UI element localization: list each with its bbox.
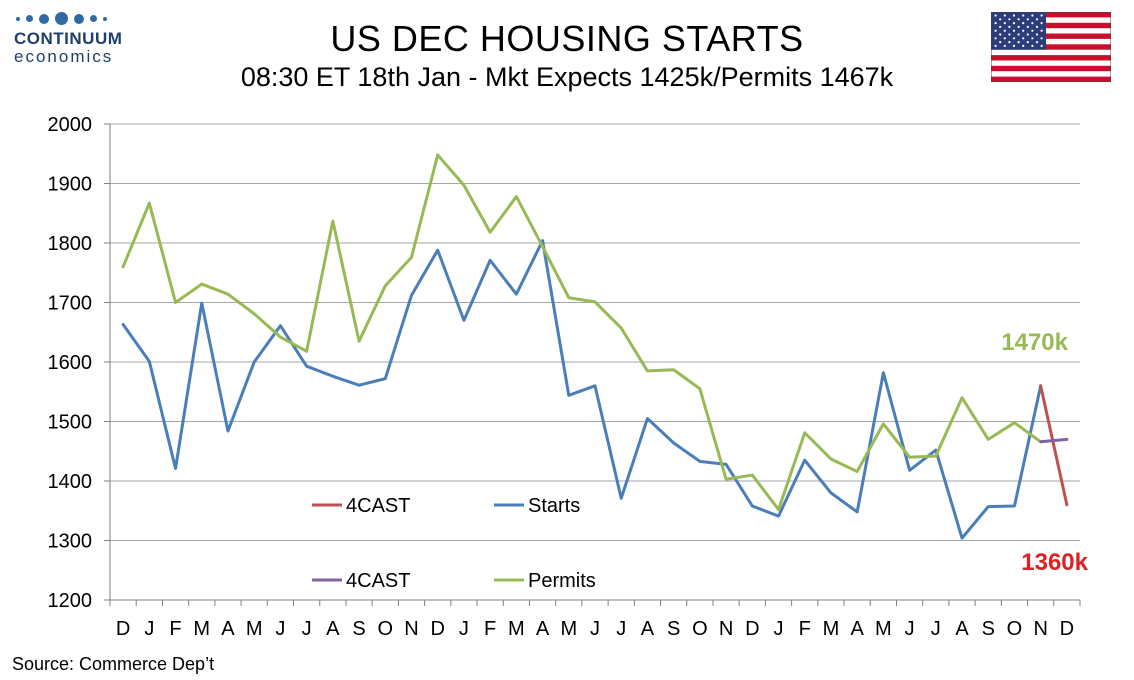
x-tick-label: M	[823, 618, 840, 640]
x-tick-label: J	[616, 618, 626, 640]
annotations: 1470k 1360k	[1001, 329, 1088, 576]
logo-dots	[16, 12, 134, 25]
y-tick-label: 1400	[48, 471, 93, 493]
chart-title: US DEC HOUSING STARTS	[330, 18, 804, 59]
x-tick-label: O	[377, 618, 393, 640]
x-tick-label: J	[275, 618, 285, 640]
x-tick-label: A	[221, 618, 235, 640]
x-tick-label: N	[404, 618, 418, 640]
continuum-logo: CONTINUUM economics	[14, 12, 134, 67]
annotation-label: 1360k	[1021, 549, 1088, 576]
us-flag-icon	[991, 12, 1111, 82]
x-tick-label: S	[352, 618, 365, 640]
x-tick-label: N	[1033, 618, 1047, 640]
y-tick-label: 1900	[48, 174, 93, 196]
series-line-starts	[121, 239, 1043, 540]
legend-label: 4CAST	[346, 570, 410, 592]
x-tick-label: J	[931, 618, 941, 640]
series-line-4cast	[1039, 384, 1069, 507]
x-tick-label: F	[484, 618, 496, 640]
legend: 4CAST Starts 4CAST Permits	[312, 495, 596, 592]
x-tick-label: O	[1007, 618, 1023, 640]
x-tick-label: D	[116, 618, 130, 640]
y-tick-label: 1800	[48, 233, 93, 255]
y-tick-label: 2000	[48, 114, 93, 136]
x-tick-label: M	[560, 618, 577, 640]
x-tick-label: M	[246, 618, 263, 640]
legend-label: Starts	[528, 495, 580, 517]
x-tick-label: J	[590, 618, 600, 640]
x-tick-label: S	[982, 618, 995, 640]
chart-subtitle: 08:30 ET 18th Jan - Mkt Expects 1425k/Pe…	[240, 62, 894, 92]
x-tick-label: M	[875, 618, 892, 640]
x-tick-label: S	[667, 618, 680, 640]
x-tick-label: N	[719, 618, 733, 640]
x-tick-label: J	[905, 618, 915, 640]
annotation-label: 1470k	[1001, 329, 1068, 356]
legend-label: 4CAST	[346, 495, 410, 517]
x-tick-label: D	[745, 618, 759, 640]
source-note: Source: Commerce Dep’t	[12, 654, 215, 674]
y-tick-label: 1200	[48, 590, 93, 612]
y-tick-label: 1600	[48, 352, 93, 374]
series-line-4cast	[1039, 437, 1069, 444]
logo-subbrand: economics	[14, 47, 114, 66]
x-tick-label: J	[144, 618, 154, 640]
gridlines	[110, 123, 1080, 601]
x-tick-label: J	[459, 618, 469, 640]
series-line-permits	[121, 153, 1043, 512]
x-tick-label: F	[799, 618, 811, 640]
x-tick-label: F	[169, 618, 181, 640]
x-tick-label: O	[692, 618, 708, 640]
x-tick-label: J	[774, 618, 784, 640]
x-tick-label: D	[1060, 618, 1074, 640]
x-tick-label: M	[508, 618, 525, 640]
y-tick-label: 1700	[48, 293, 93, 315]
x-tick-label: J	[302, 618, 312, 640]
logo-brand: CONTINUUM	[14, 29, 123, 48]
x-tick-label: M	[193, 618, 210, 640]
series-lines	[121, 153, 1069, 540]
legend-label: Permits	[528, 570, 596, 592]
x-tick-label: A	[641, 618, 655, 640]
x-tick-label: A	[955, 618, 969, 640]
y-tick-label: 1500	[48, 412, 93, 434]
x-tick-label: A	[536, 618, 550, 640]
x-tick-label: D	[430, 618, 444, 640]
x-tick-label: A	[326, 618, 340, 640]
x-tick-label: A	[850, 618, 864, 640]
y-tick-label: 1300	[48, 531, 93, 553]
